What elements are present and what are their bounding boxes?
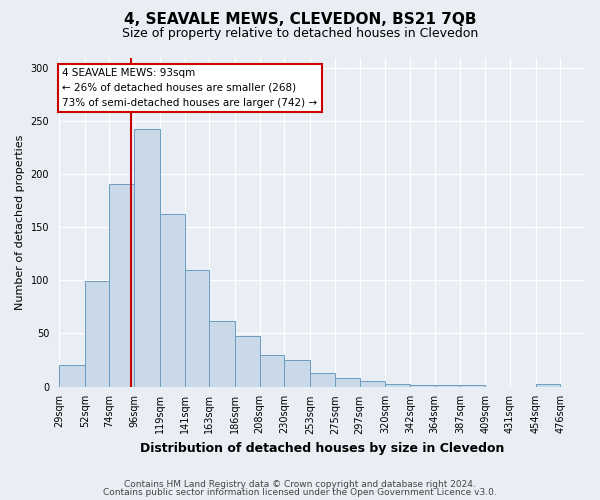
Text: 4, SEAVALE MEWS, CLEVEDON, BS21 7QB: 4, SEAVALE MEWS, CLEVEDON, BS21 7QB [124, 12, 476, 28]
Bar [59, 366, 85, 386]
Bar [335, 378, 359, 386]
Bar [260, 354, 284, 386]
Bar [284, 360, 310, 386]
X-axis label: Distribution of detached houses by size in Clevedon: Distribution of detached houses by size … [140, 442, 504, 455]
Bar [536, 384, 560, 386]
Bar [85, 282, 109, 387]
Bar [160, 214, 185, 386]
Text: Contains public sector information licensed under the Open Government Licence v3: Contains public sector information licen… [103, 488, 497, 497]
Bar [209, 320, 235, 386]
Y-axis label: Number of detached properties: Number of detached properties [15, 134, 25, 310]
Text: Size of property relative to detached houses in Clevedon: Size of property relative to detached ho… [122, 28, 478, 40]
Bar [235, 336, 260, 386]
Bar [134, 128, 160, 386]
Bar [185, 270, 209, 386]
Bar [109, 184, 134, 386]
Text: 4 SEAVALE MEWS: 93sqm
← 26% of detached houses are smaller (268)
73% of semi-det: 4 SEAVALE MEWS: 93sqm ← 26% of detached … [62, 68, 317, 108]
Bar [310, 372, 335, 386]
Bar [359, 381, 385, 386]
Bar [385, 384, 410, 386]
Text: Contains HM Land Registry data © Crown copyright and database right 2024.: Contains HM Land Registry data © Crown c… [124, 480, 476, 489]
